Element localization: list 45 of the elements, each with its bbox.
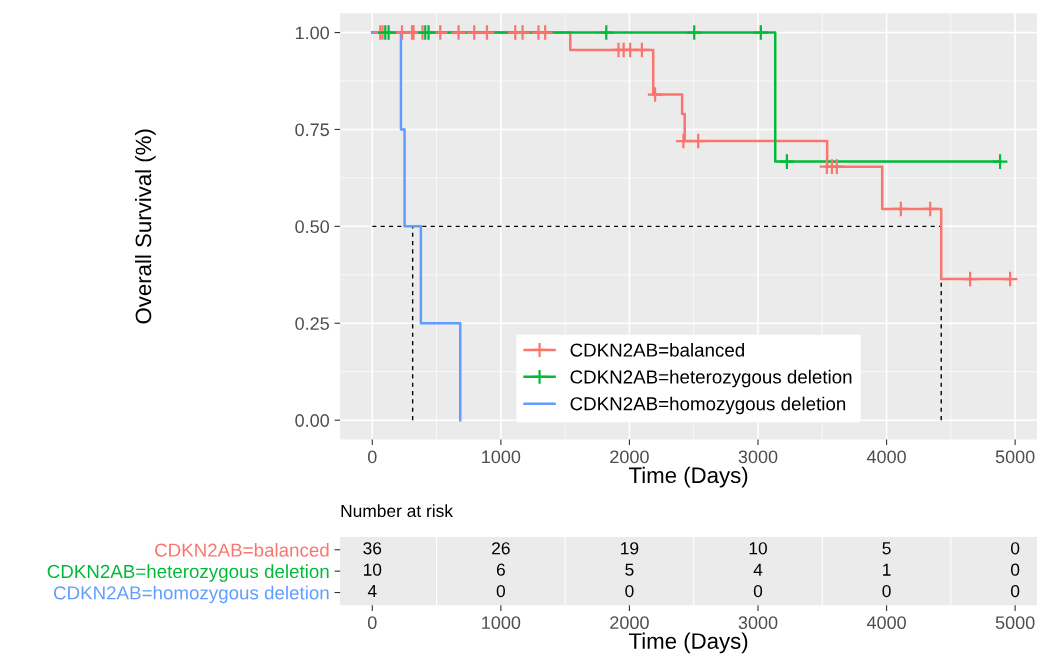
y-tick-label: 0.25 bbox=[295, 317, 329, 330]
x-tick-label: 1000 bbox=[482, 616, 521, 630]
data-label: 36 bbox=[363, 542, 382, 555]
x-axis-title: Time (Days) bbox=[629, 632, 748, 654]
x-tick-label: 5000 bbox=[995, 616, 1035, 630]
data-label: 19 bbox=[621, 542, 639, 555]
data-label: 5 bbox=[625, 563, 634, 576]
x-tick-label: 1000 bbox=[482, 450, 521, 464]
data-label: 0 bbox=[496, 584, 505, 598]
chart-title: Number at risk bbox=[341, 504, 454, 518]
x-tick-label: 4000 bbox=[866, 450, 906, 464]
data-label: 0 bbox=[1010, 563, 1020, 576]
x-tick-label: 3000 bbox=[738, 450, 778, 464]
data-label: 10 bbox=[749, 542, 767, 555]
x-tick-label: 2000 bbox=[610, 616, 649, 630]
y-tick-label: 0.50 bbox=[295, 220, 330, 234]
data-label: 1 bbox=[883, 563, 891, 576]
legend-label: CDKN2AB=homozygous deletion bbox=[570, 396, 846, 415]
data-label: 10 bbox=[363, 563, 382, 576]
data-label: 26 bbox=[492, 542, 510, 555]
data-label: 4 bbox=[367, 585, 377, 598]
legend-label: CDKN2AB=heterozygous deletion bbox=[570, 369, 852, 388]
y-tick-label: 0.00 bbox=[295, 414, 330, 427]
data-label: 0 bbox=[882, 584, 891, 598]
y-tick-label: CDKN2AB=homozygous deletion bbox=[53, 585, 329, 604]
data-label: 0 bbox=[625, 584, 634, 598]
data-label: 0 bbox=[1010, 542, 1020, 555]
y-tick-label: 1.00 bbox=[295, 26, 330, 40]
x-tick-label: 0 bbox=[367, 450, 377, 464]
x-axis-title: Time (Days) bbox=[629, 466, 748, 488]
y-axis-title: Overall Survival (%) bbox=[134, 129, 156, 324]
y-tick-label: CDKN2AB=balanced bbox=[155, 542, 329, 557]
data-label: 4 bbox=[753, 563, 763, 576]
data-label: 5 bbox=[882, 542, 891, 555]
x-tick-label: 4000 bbox=[866, 616, 906, 630]
data-label: 6 bbox=[496, 563, 505, 576]
data-label: 0 bbox=[753, 584, 763, 598]
x-tick-label: 0 bbox=[367, 616, 377, 630]
data-label: 0 bbox=[1010, 584, 1020, 598]
y-tick-label: CDKN2AB=heterozygous deletion bbox=[47, 564, 329, 582]
legend-label: CDKN2AB=balanced bbox=[570, 342, 744, 357]
y-tick-label: 0.75 bbox=[295, 123, 329, 137]
x-tick-label: 2000 bbox=[610, 450, 649, 464]
x-tick-label: 3000 bbox=[738, 616, 778, 630]
x-tick-label: 5000 bbox=[995, 450, 1035, 464]
